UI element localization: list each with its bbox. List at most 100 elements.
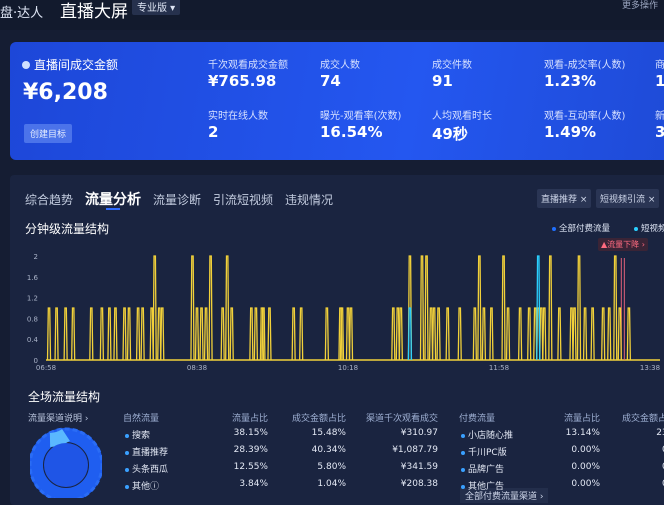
legend-dot: [634, 226, 638, 231]
traffic-spike: [548, 255, 553, 361]
bullet-dot: [461, 433, 465, 438]
traffic-spike: [71, 307, 76, 361]
traffic-spike: [324, 307, 330, 361]
paid-channel[interactable]: 千川PC版: [461, 445, 507, 458]
metric-value: 16.54%: [320, 123, 383, 141]
channel-name: 搜索: [132, 431, 151, 441]
natural-cell: ¥310.97: [400, 428, 438, 438]
create-goal-button[interactable]: 创建目标: [24, 124, 73, 143]
channel-name: 千川PC版: [468, 448, 507, 458]
paid-channel[interactable]: 小店随心推: [461, 428, 513, 441]
traffic-spike: [152, 255, 157, 361]
traffic-spike: [391, 307, 396, 361]
metric-label: 曝光-观看率(次数): [320, 111, 402, 122]
natural-cell: 3.84%: [239, 479, 268, 489]
donut-center: [44, 443, 88, 487]
legend-dot: [552, 226, 556, 231]
traffic-spike: [259, 307, 265, 361]
metric-label: 千次观看成交金额: [208, 60, 288, 71]
natural-header: 渠道千次观看成交: [366, 414, 439, 424]
traffic-donut-chart: [30, 427, 102, 498]
legend-paid[interactable]: 全部付费流量: [552, 222, 610, 234]
traffic-spike: [569, 307, 574, 361]
traffic-spike: [122, 307, 127, 361]
traffic-spike: [481, 307, 487, 361]
channel-name: 直播推荐: [132, 448, 169, 458]
traffic-spike: [457, 307, 462, 361]
tab-1[interactable]: 流量分析: [85, 192, 141, 208]
chart-title: 分钟级流量结构: [25, 222, 110, 236]
metric-value: 1.49%: [544, 123, 597, 141]
top-bar: 盘·达人 直播大屏 专业版 ▾ 更多操作: [0, 0, 664, 30]
channel-name: 品牌广告: [468, 465, 505, 475]
paid-cell: 0.00: [632, 462, 664, 472]
traffic-spike: [395, 307, 400, 361]
filter-chip-short-video[interactable]: 短视频引流 ×: [596, 189, 660, 208]
metric-label: 观看-成交率(人数): [544, 60, 626, 71]
natural-channel[interactable]: 头条西瓜: [125, 462, 168, 475]
natural-cell: 38.15%: [233, 428, 268, 438]
traffic-spike: [113, 307, 118, 361]
natural-channel[interactable]: 直播推荐: [125, 445, 168, 458]
legend-short-video[interactable]: 短视频引流: [634, 222, 664, 234]
traffic-spike: [339, 307, 345, 361]
traffic-spike: [46, 307, 52, 361]
traffic-spike: [225, 255, 230, 361]
tab-3[interactable]: 引流短视频: [213, 193, 274, 207]
tab-0[interactable]: 综合趋势: [25, 193, 74, 207]
traffic-spike: [126, 307, 132, 361]
paid-channel[interactable]: 其他广告: [461, 479, 504, 492]
paid-header: 流量占比: [563, 414, 600, 424]
traffic-spike: [424, 255, 429, 361]
y-tick-label: 0.8: [27, 315, 38, 323]
bullet-dot: [461, 450, 465, 455]
traffic-spike: [107, 307, 112, 361]
edition-dropdown[interactable]: 专业版 ▾: [132, 0, 181, 15]
traffic-spike: [607, 307, 612, 361]
traffic-spike: [345, 307, 351, 361]
paid-header: 成交金额占比: [622, 414, 664, 424]
paid-cell: 0.00%: [571, 479, 600, 489]
bullet-dot: [125, 467, 129, 472]
traffic-spike: [617, 307, 622, 361]
traffic-spike: [299, 307, 304, 361]
tab-2[interactable]: 流量诊断: [153, 193, 202, 207]
traffic-spike: [536, 255, 541, 361]
metric-label: 商: [655, 60, 664, 71]
channel-help-link[interactable]: 流量渠道说明 ›: [28, 414, 89, 424]
traffic-spike: [527, 307, 532, 361]
bullet-dot: [125, 433, 129, 438]
y-tick-label: 0: [34, 357, 38, 365]
natural-cell: 12.55%: [233, 462, 268, 472]
traffic-spike: [208, 255, 213, 361]
donut-slice: [49, 428, 70, 447]
paid-channel[interactable]: 品牌广告: [461, 462, 504, 475]
metric-label: 人均观看时长: [432, 111, 492, 122]
traffic-spike: [194, 307, 200, 361]
traffic-spike: [140, 307, 145, 361]
edition-label: 专业版: [137, 3, 167, 14]
natural-channel[interactable]: 其他ⓘ: [125, 479, 159, 492]
traffic-spike: [135, 307, 141, 361]
main-metric-value: ¥6,208: [23, 80, 108, 105]
main-label-text: 直播间成交金额: [34, 58, 119, 72]
paid-cell: 23.04: [656, 428, 664, 438]
natural-header: 成交金额占比: [291, 414, 346, 424]
traffic-spike: [428, 307, 434, 361]
traffic-drop-alert[interactable]: ▲流量下降 ›: [598, 238, 648, 251]
filter-chip-live-recommend[interactable]: 直播推荐 ×: [537, 189, 592, 208]
metric-label: 新: [655, 111, 664, 122]
y-tick-label: 0.4: [27, 336, 39, 344]
traffic-spike: [501, 255, 506, 361]
traffic-spike: [489, 307, 494, 361]
natural-cell: ¥1,087.79: [392, 445, 438, 455]
tab-4[interactable]: 违规情况: [285, 193, 334, 207]
traffic-spike: [267, 307, 272, 361]
metric-label: 成交人数: [320, 60, 360, 71]
traffic-spike: [517, 307, 523, 361]
more-actions-button[interactable]: 更多操作: [622, 1, 659, 11]
traffic-spike: [472, 307, 477, 361]
traffic-spike: [505, 307, 511, 361]
natural-channel[interactable]: 搜索: [125, 428, 150, 441]
page-title: 直播大屏: [60, 2, 128, 22]
